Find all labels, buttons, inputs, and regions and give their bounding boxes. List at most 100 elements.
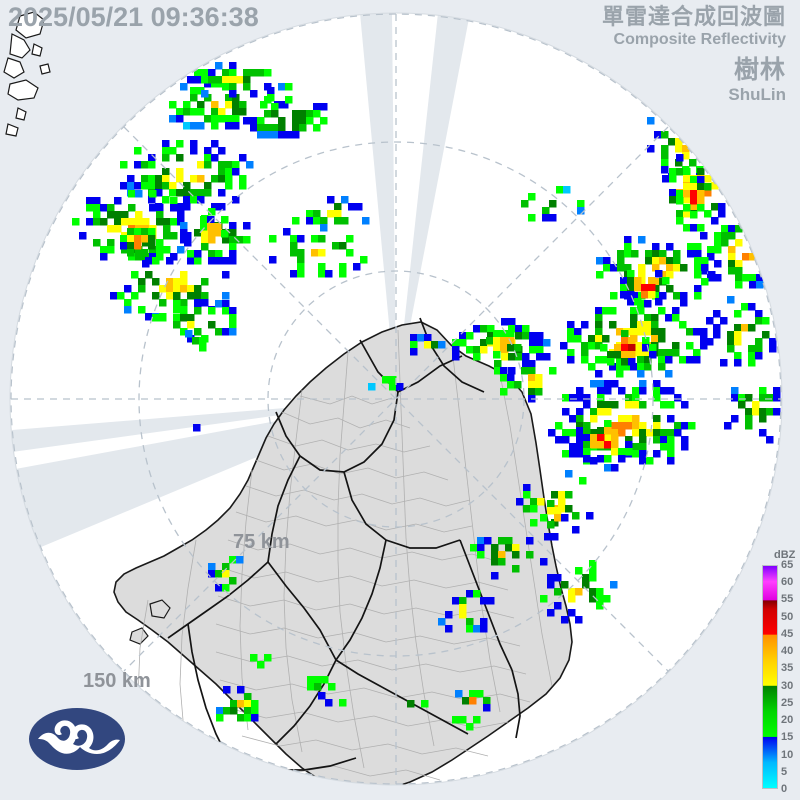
- echo-cell: [311, 249, 319, 257]
- echo-cell: [128, 204, 136, 212]
- echo-cell: [230, 707, 238, 715]
- echo-cell: [576, 427, 584, 435]
- echo-cell: [621, 351, 629, 359]
- echo-cell: [734, 331, 742, 339]
- echo-cell: [676, 154, 684, 162]
- echo-cell: [661, 166, 669, 174]
- echo-cell: [100, 204, 108, 212]
- dbz-color-scale: dBZ 65 60 55 50 45 40 35 30 25 20 15 10 5 0: [760, 549, 800, 797]
- echo-cell: [271, 131, 279, 139]
- echo-cell: [166, 292, 174, 300]
- echo-cell: [645, 250, 653, 258]
- echo-cell: [459, 332, 467, 340]
- echo-cell: [595, 314, 603, 322]
- echo-cell: [325, 270, 333, 278]
- echo-cell: [239, 182, 247, 190]
- echo-cell: [617, 250, 625, 258]
- echo-cell: [341, 196, 349, 204]
- echo-cell: [589, 567, 597, 575]
- echo-cell: [208, 563, 216, 571]
- echo-cell: [735, 225, 743, 233]
- echo-cell: [480, 346, 488, 354]
- echo-cell: [194, 76, 202, 84]
- echo-cell: [667, 415, 675, 423]
- echo-cell: [535, 381, 543, 389]
- echo-cell: [590, 408, 598, 416]
- echo-cell: [508, 318, 516, 326]
- echo-cell: [222, 236, 230, 244]
- echo-cell: [197, 175, 205, 183]
- echo-cell: [156, 239, 164, 247]
- echo-cell: [407, 700, 415, 708]
- echo-cell: [543, 339, 551, 347]
- echo-cell: [244, 693, 252, 701]
- echo-cell: [257, 69, 265, 77]
- echo-cell: [569, 394, 577, 402]
- echo-cell: [655, 298, 663, 306]
- echo-cell: [127, 175, 135, 183]
- echo-cell: [127, 228, 135, 236]
- echo-cell: [166, 257, 174, 265]
- echo-cell: [187, 285, 195, 293]
- echo-cell: [222, 69, 230, 77]
- echo-cell: [610, 581, 618, 589]
- echo-cell: [155, 182, 163, 190]
- echo-cell: [611, 464, 619, 472]
- echo-cell: [572, 526, 580, 534]
- echo-cell: [625, 401, 633, 409]
- echo-cell: [630, 363, 638, 371]
- echo-cell: [307, 683, 315, 691]
- echo-cell: [208, 229, 216, 237]
- echo-cell: [652, 257, 660, 265]
- echo-cell: [727, 331, 735, 339]
- echo-cell: [562, 429, 570, 437]
- echo-cell: [631, 292, 639, 300]
- echo-cell: [218, 161, 226, 169]
- echo-cell: [211, 175, 219, 183]
- echo-cell: [627, 291, 635, 299]
- echo-cell: [547, 609, 555, 617]
- echo-cell: [588, 363, 596, 371]
- echo-cell: [148, 196, 156, 204]
- echo-cell: [681, 401, 689, 409]
- echo-cell: [180, 314, 188, 322]
- echo-cell: [658, 363, 666, 371]
- echo-cell: [596, 588, 604, 596]
- echo-cell: [508, 353, 516, 361]
- echo-cell: [661, 152, 669, 160]
- echo-cell: [486, 337, 494, 345]
- echo-cell: [745, 415, 753, 423]
- echo-cell: [658, 349, 666, 357]
- echo-cell: [264, 131, 272, 139]
- echo-cell: [583, 448, 591, 456]
- echo-cell: [229, 222, 237, 230]
- echo-cell: [207, 223, 215, 231]
- echo-cell: [232, 161, 240, 169]
- echo-cell: [507, 344, 515, 352]
- echo-cell: [176, 115, 184, 123]
- timestamp-label: 2025/05/21 09:36:38: [8, 2, 259, 32]
- echo-cell: [225, 115, 233, 123]
- echo-cell: [759, 429, 767, 437]
- echo-cell: [86, 204, 94, 212]
- echo-cell: [694, 292, 702, 300]
- echo-cell: [470, 544, 478, 552]
- echo-cell: [556, 186, 564, 194]
- echo-cell: [596, 271, 604, 279]
- echo-cell: [229, 236, 237, 244]
- echo-cell: [628, 337, 636, 345]
- echo-cell: [239, 175, 247, 183]
- echo-cell: [714, 274, 722, 282]
- echo-cell: [515, 325, 523, 333]
- echo-cell: [611, 380, 619, 388]
- echo-cell: [177, 204, 185, 212]
- echo-cell: [630, 321, 638, 329]
- echo-cell: [683, 196, 691, 204]
- echo-cell: [648, 277, 656, 285]
- echo-cell: [632, 394, 640, 402]
- echo-cell: [542, 207, 550, 215]
- echo-cell: [201, 69, 209, 77]
- echo-cell: [639, 380, 647, 388]
- echo-cell: [222, 292, 230, 300]
- echo-cell: [194, 69, 202, 77]
